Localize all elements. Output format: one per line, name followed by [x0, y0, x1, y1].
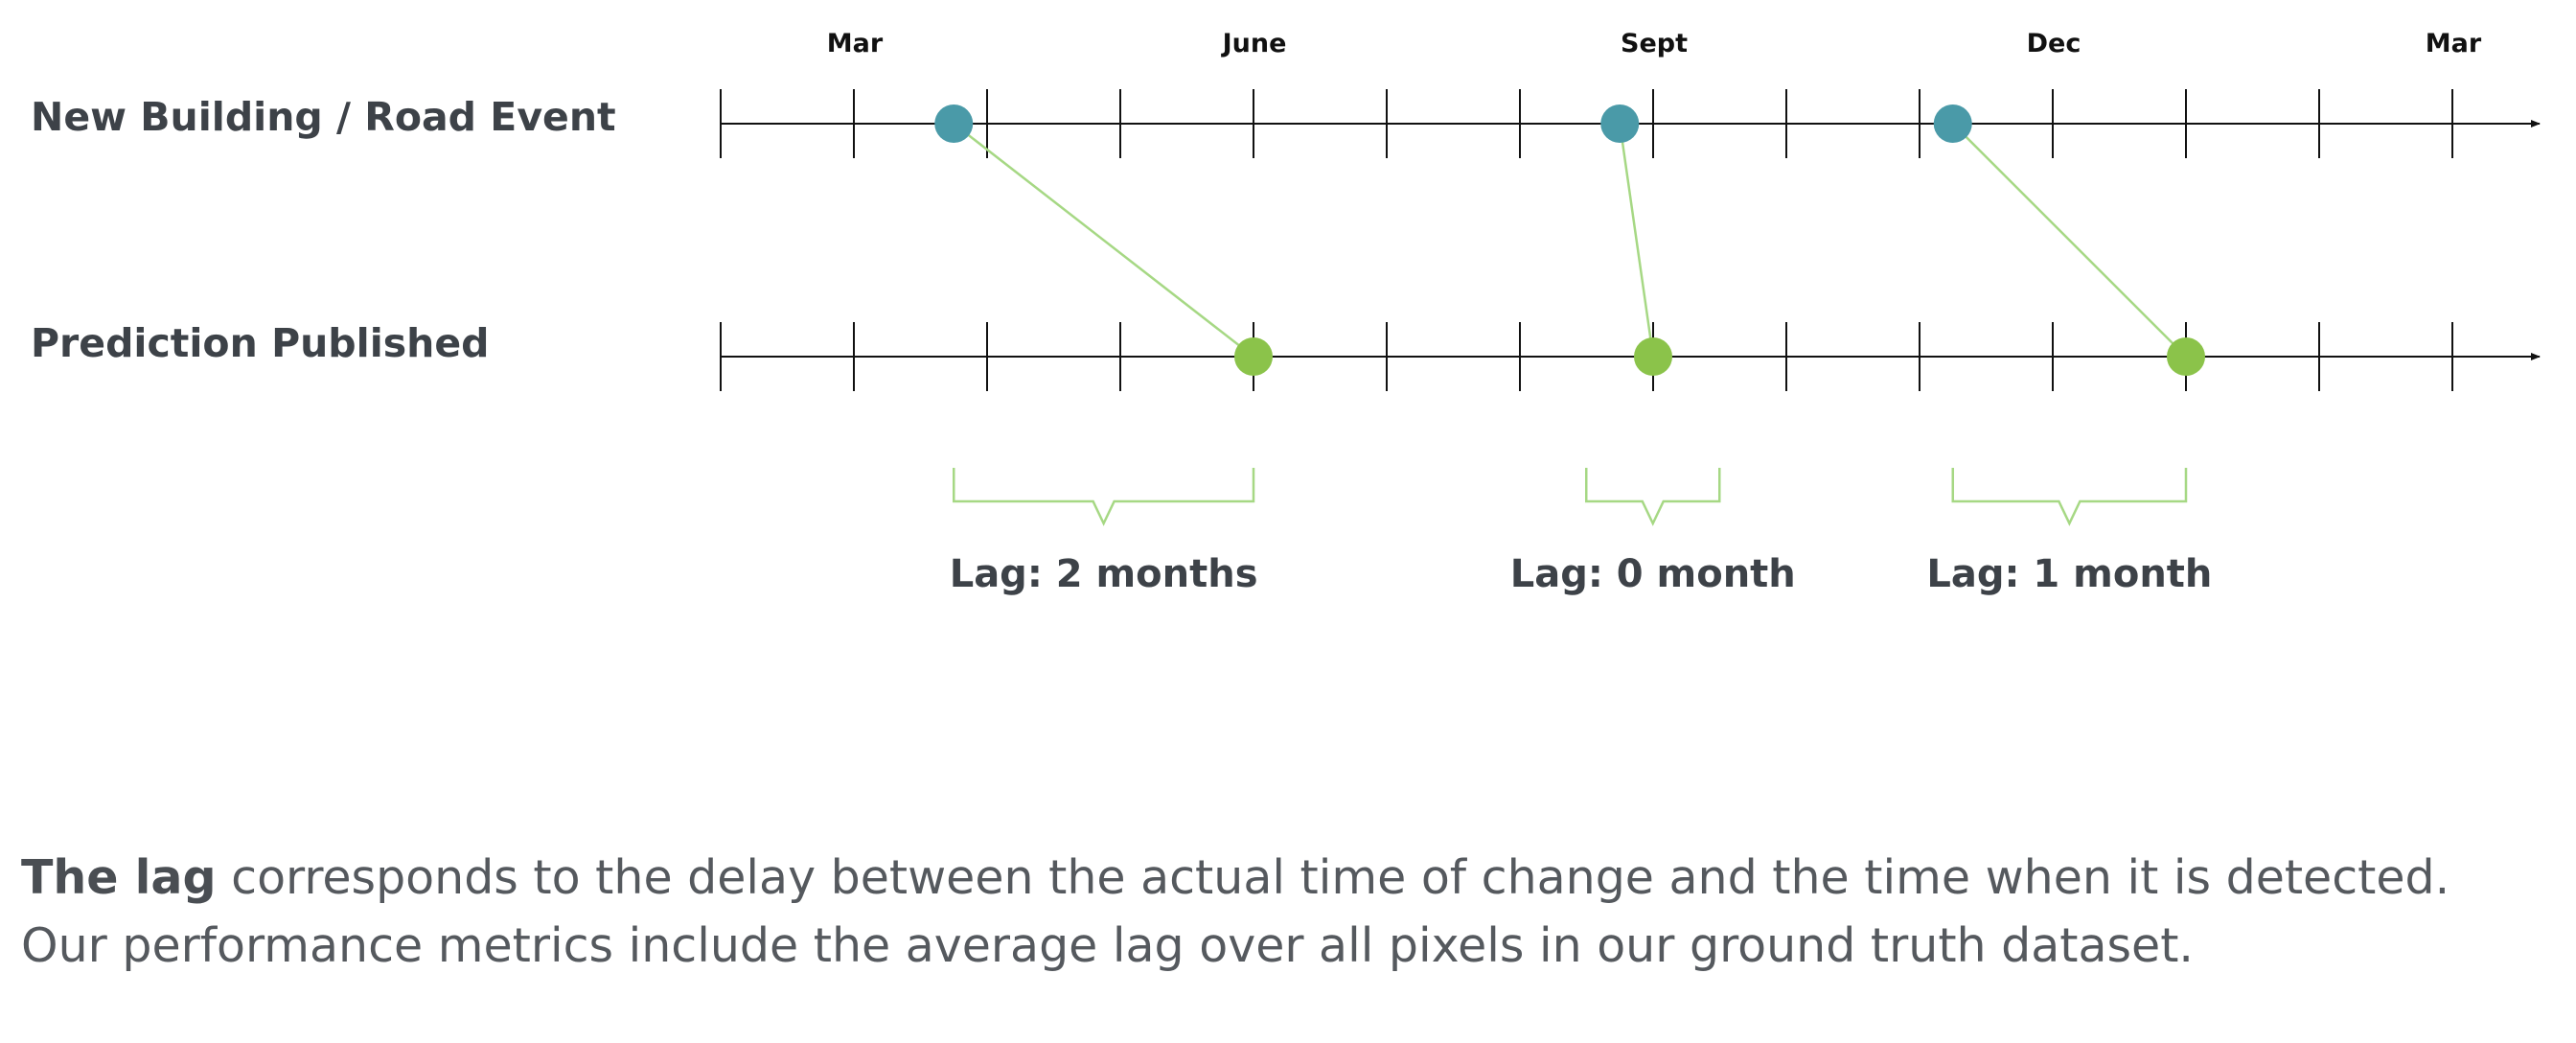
- event-dot: [1933, 104, 1972, 143]
- caption-text: corresponds to the delay between the act…: [21, 850, 2450, 973]
- event-axis-ticks: [720, 89, 2453, 158]
- caption-paragraph: The lag corresponds to the delay between…: [21, 844, 2532, 980]
- lag-labels: Lag: 2 months Lag: 0 month Lag: 1 month: [950, 552, 2213, 596]
- prediction-timeline-axis: [720, 322, 2541, 391]
- lag-diagram: New Building / Road Event Prediction Pub…: [31, 29, 2541, 596]
- month-tick-label: Mar: [827, 29, 884, 58]
- prediction-axis-ticks: [720, 322, 2453, 391]
- event-row-label: New Building / Road Event: [31, 94, 616, 140]
- lag-bracket: [1585, 468, 1721, 526]
- lag-connector: [1951, 123, 2187, 358]
- lag-connector: [953, 123, 1254, 358]
- month-tick-label: Dec: [2027, 29, 2082, 58]
- lag-label: Lag: 2 months: [950, 552, 1258, 596]
- lag-bracket: [1951, 468, 2188, 526]
- event-dot: [934, 104, 974, 143]
- prediction-dot: [2167, 337, 2205, 376]
- lag-bracket: [953, 468, 1255, 526]
- month-tick-label: June: [1221, 29, 1287, 58]
- event-dots: [934, 104, 2205, 376]
- prediction-dot: [1234, 337, 1273, 376]
- month-tick-label: Mar: [2426, 29, 2482, 58]
- lag-label: Lag: 1 month: [1926, 552, 2212, 596]
- lag-connectors: [953, 123, 2187, 358]
- month-labels: Mar June Sept Dec Mar: [827, 29, 2482, 58]
- caption-bold-term: The lag: [21, 850, 217, 905]
- prediction-row-label: Prediction Published: [31, 320, 490, 366]
- month-tick-label: Sept: [1621, 29, 1688, 58]
- event-dot: [1600, 104, 1640, 143]
- lag-connector: [1619, 123, 1655, 358]
- lag-label: Lag: 0 month: [1510, 552, 1796, 596]
- lag-brackets: [953, 468, 2188, 526]
- prediction-dot: [1634, 337, 1672, 376]
